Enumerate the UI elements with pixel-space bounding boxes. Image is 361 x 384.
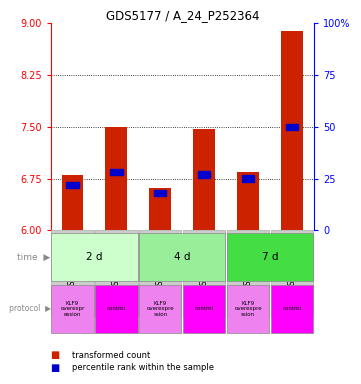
Bar [281, 31, 303, 230]
Title: GDS5177 / A_24_P252364: GDS5177 / A_24_P252364 [105, 9, 259, 22]
Bar [110, 169, 123, 175]
Bar [139, 285, 182, 333]
Bar [149, 187, 171, 230]
Text: control: control [195, 306, 214, 311]
Text: 4 d: 4 d [174, 252, 191, 262]
Text: transformed count: transformed count [72, 351, 151, 360]
Bar [198, 171, 210, 177]
Text: KLF9
overexpre
ssion: KLF9 overexpre ssion [147, 301, 174, 317]
Bar [105, 127, 127, 230]
Text: KLF9
overexpre
ssion: KLF9 overexpre ssion [234, 301, 262, 317]
Text: KLF9
overexpr
ession: KLF9 overexpr ession [60, 301, 85, 317]
Text: control: control [107, 306, 126, 311]
Text: 2 d: 2 d [86, 252, 103, 262]
Bar [286, 124, 298, 130]
Bar [242, 175, 255, 182]
Text: protocol  ▶: protocol ▶ [9, 305, 51, 313]
Text: time  ▶: time ▶ [17, 253, 51, 262]
Bar [61, 175, 83, 230]
Bar [227, 285, 269, 333]
Bar [139, 233, 225, 281]
Bar [183, 285, 225, 333]
Text: control: control [283, 306, 301, 311]
Text: 7 d: 7 d [262, 252, 278, 262]
Bar [193, 129, 215, 230]
Bar [95, 285, 138, 333]
Bar [237, 172, 259, 230]
Bar [271, 285, 313, 333]
Text: percentile rank within the sample: percentile rank within the sample [72, 363, 214, 372]
Text: ■: ■ [51, 363, 60, 373]
Bar [51, 285, 93, 333]
Bar [51, 233, 138, 281]
Text: ■: ■ [51, 350, 60, 360]
Bar [154, 190, 166, 196]
Bar [66, 182, 79, 188]
Bar [227, 233, 313, 281]
